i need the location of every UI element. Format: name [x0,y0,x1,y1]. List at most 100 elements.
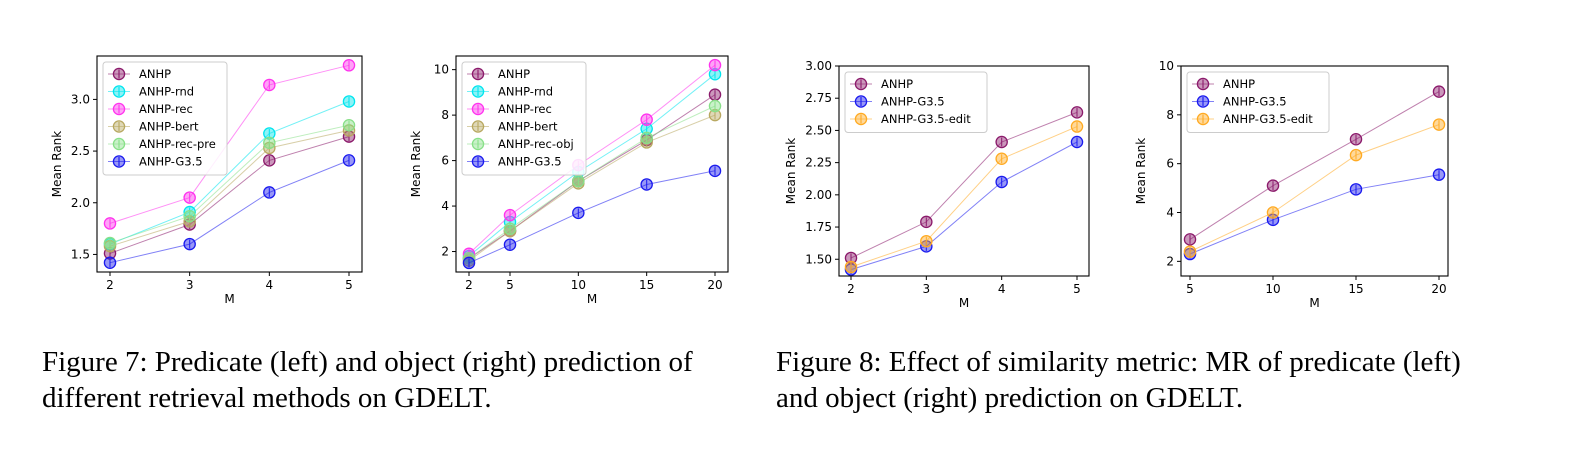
y-tick-label: 6 [1166,157,1174,171]
series-line-anhp-rnd [109,101,350,245]
x-tick-label: 15 [639,278,654,292]
series-anhp [844,106,1084,265]
legend-label: ANHP-bert [498,120,558,134]
x-tick-label: 4 [998,282,1006,296]
data-point [1349,133,1363,146]
series-line-anhp [1189,91,1440,240]
y-tick-label: 1.50 [805,252,832,266]
series-line-anhp [109,136,350,254]
data-point [640,113,653,126]
x-axis-label: M [1309,296,1319,310]
legend-entry-anhp-g3-5: ANHP-G3.5 [850,95,945,109]
data-point [920,215,933,229]
data-point [183,191,196,204]
series-line-anhp-rec [109,64,350,224]
data-point [342,154,356,167]
data-point [1266,206,1280,219]
legend: ANHP ANHP-rnd ANHP-rec ANHP-bert ANHP-rec-pr… [102,61,228,176]
series-anhp-g3-5-edit [844,120,1084,274]
data-point [263,186,276,199]
legend-entry-anhp-g3-5: ANHP-G3.5 [467,155,562,169]
data-point [503,208,517,222]
y-tick-label: 3.00 [805,59,832,73]
legend-entry-anhp-rec: ANHP-rec [108,102,193,116]
y-tick-label: 10 [434,63,449,77]
plot-frame [96,55,363,273]
x-tick-label: 10 [571,278,586,292]
x-tick-label: 2 [106,278,114,292]
data-point [183,237,196,251]
data-point [1266,179,1280,192]
data-point [183,209,196,223]
legend-label: ANHP-G3.5 [1223,95,1287,109]
series-anhp-g3-5 [462,164,722,270]
legend-label: ANHP [139,67,171,81]
data-point [263,136,276,150]
legend: ANHP ANHP-G3.5 ANHP-G3.5-edit [844,71,988,133]
series-anhp-g3-5 [103,154,356,269]
legend-entry-anhp-g3-5: ANHP-G3.5 [1192,95,1287,109]
legend-box [461,61,587,176]
legend-label: ANHP-rec [139,102,193,116]
x-tick-label: 4 [266,278,274,292]
data-point [1349,148,1363,162]
y-tick-label: 2.75 [805,91,832,105]
y-axis-label: Mean Rank [50,131,64,198]
legend-label: ANHP-G3.5 [139,155,203,169]
x-axis-label: M [959,296,969,310]
data-point [263,154,276,167]
y-tick-label: 2 [441,245,449,259]
data-point [640,131,653,145]
series-anhp-g3-5-edit [1183,118,1446,258]
y-tick-label: 4 [1166,206,1174,220]
data-point [1432,85,1446,98]
y-tick-label: 6 [441,154,449,168]
y-axis-label: Mean Rank [1134,138,1148,205]
data-point [1070,135,1084,149]
series-line-anhp-bert [109,129,350,247]
legend-label: ANHP-rnd [139,85,194,99]
legend-label: ANHP [498,67,530,81]
y-axis-label: Mean Rank [784,138,798,205]
legend-entry-anhp-g3-5-edit: ANHP-G3.5-edit [1192,112,1313,126]
x-tick-label: 10 [1265,282,1280,296]
series-anhp-rec [103,59,356,230]
y-tick-label: 3.0 [71,92,90,106]
legend: ANHP ANHP-rnd ANHP-rec ANHP-bert ANHP-rec-ob… [461,61,587,176]
x-tick-label: 3 [186,278,194,292]
series-line-anhp-g3-5 [109,159,350,264]
legend-label: ANHP [881,77,913,91]
y-tick-label: 2.5 [71,144,90,158]
legend-entry-anhp: ANHP [108,67,171,81]
series-line-anhp-rec-pre [109,124,350,244]
legend-label: ANHP-rec [498,102,552,116]
data-point [1070,120,1084,133]
x-tick-label: 20 [707,278,722,292]
legend: ANHP ANHP-G3.5 ANHP-G3.5-edit [1186,71,1330,133]
data-point [995,135,1008,149]
data-point [1183,233,1197,246]
legend-label: ANHP-rec-pre [139,137,216,151]
series-line-anhp-g3-5 [1189,174,1440,255]
chart-3: 2 3 4 5 1.50 1.75 2.00 2.25 2.50 2.75 3.00 M Mean Ra… [784,59,1090,310]
data-point [342,59,356,72]
legend-box [1186,71,1330,133]
data-point [920,234,933,248]
legend-entry-anhp-bert: ANHP-bert [467,120,558,134]
x-tick-label: 2 [465,278,473,292]
y-tick-label: 4 [441,199,449,213]
x-tick-label: 2 [847,282,855,296]
x-tick-label: 20 [1431,282,1446,296]
legend-entry-anhp-bert: ANHP-bert [108,120,199,134]
data-point [263,78,276,92]
y-tick-label: 1.5 [71,247,90,261]
legend-entry-anhp-g3-5-edit: ANHP-G3.5-edit [850,112,971,126]
data-point [708,164,722,178]
data-point [844,260,858,274]
series-anhp-g3-5 [1183,168,1446,261]
legend-entry-anhp: ANHP [850,77,913,91]
y-axis-label: Mean Rank [409,131,423,198]
y-tick-label: 2.0 [71,196,90,210]
